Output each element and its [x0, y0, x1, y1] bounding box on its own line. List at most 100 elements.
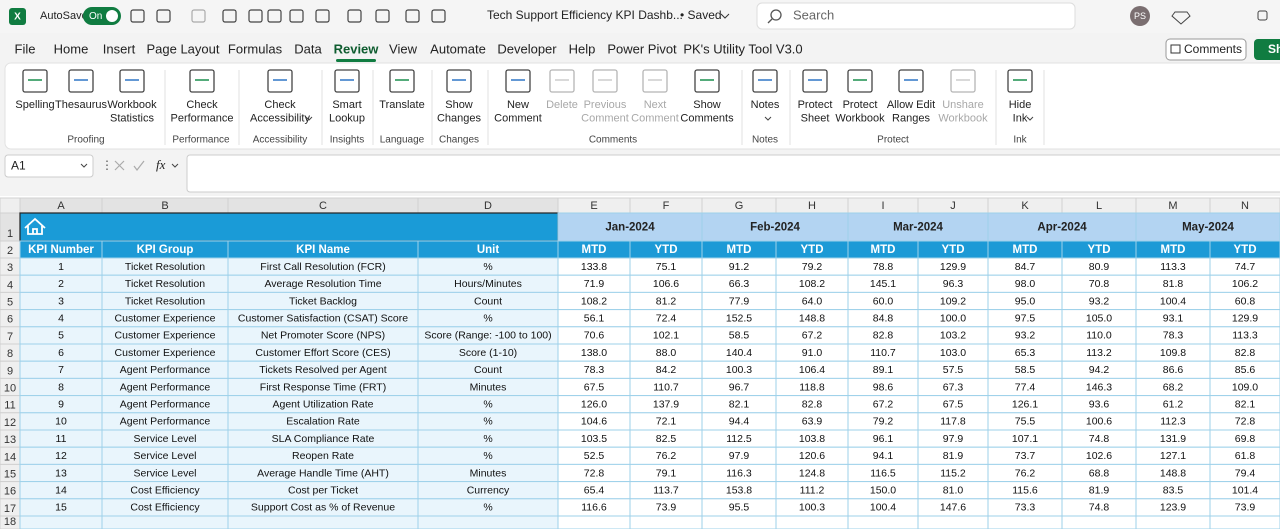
formula-input[interactable]	[186, 154, 1280, 193]
column-letter[interactable]: I	[881, 200, 884, 212]
menu-tab[interactable]: Help	[569, 41, 596, 56]
row-number[interactable]: 15	[4, 469, 16, 481]
toolbar-icon[interactable]	[315, 9, 330, 23]
avatar[interactable]	[1130, 6, 1150, 26]
ribbon-button-label[interactable]: Sheet	[801, 112, 830, 124]
ribbon-icon[interactable]	[389, 69, 415, 93]
menu-tab[interactable]: Formulas	[228, 41, 283, 56]
toolbar-icon[interactable]	[405, 9, 420, 23]
ribbon-button-label[interactable]: Notes	[751, 99, 780, 111]
column-letter[interactable]: L	[1096, 200, 1102, 212]
row-number[interactable]: 4	[7, 279, 13, 291]
month-header[interactable]	[847, 212, 989, 242]
row-number[interactable]: 12	[4, 417, 16, 429]
ribbon-button-label[interactable]: Check	[186, 99, 218, 111]
title-banner[interactable]	[19, 212, 559, 242]
ribbon-button-label[interactable]: Allow Edit	[887, 99, 935, 111]
menu-tab[interactable]: Page Layout	[146, 41, 219, 56]
month-header[interactable]	[557, 212, 703, 242]
toolbar-icon[interactable]	[222, 9, 237, 23]
row-number[interactable]: 8	[7, 348, 13, 360]
ribbon-button-label[interactable]: Translate	[379, 99, 424, 111]
row-number[interactable]: 14	[4, 451, 16, 463]
cell[interactable]	[987, 515, 1063, 529]
cell[interactable]	[417, 515, 559, 529]
ribbon-icon[interactable]	[68, 69, 94, 93]
ribbon-button-label[interactable]: Protect	[843, 99, 878, 111]
ribbon-icon[interactable]	[847, 69, 873, 93]
menu-tab[interactable]: File	[15, 41, 36, 56]
ribbon-button-label[interactable]: Smart	[332, 99, 361, 111]
toolbar-icon[interactable]	[267, 9, 282, 23]
toolbar-icon[interactable]	[156, 9, 171, 23]
toolbar-icon[interactable]	[289, 9, 304, 23]
ribbon-icon[interactable]	[802, 69, 828, 93]
cell[interactable]	[1135, 515, 1211, 529]
ribbon-button-label[interactable]: Show	[693, 99, 721, 111]
ribbon-icon[interactable]	[189, 69, 215, 93]
row-number[interactable]: 10	[4, 383, 16, 395]
column-letter[interactable]: M	[1168, 200, 1177, 212]
toolbar-icon[interactable]	[248, 9, 263, 23]
column-letter[interactable]: F	[663, 200, 670, 212]
column-letter[interactable]: A	[57, 200, 65, 212]
column-letter[interactable]: D	[484, 200, 492, 212]
insert-function[interactable]: fx	[156, 157, 166, 172]
ribbon-button-label[interactable]: Performance	[171, 112, 234, 124]
row-number[interactable]: 9	[7, 365, 13, 377]
ribbon-button-label[interactable]: Show	[445, 99, 473, 111]
column-letter[interactable]: C	[319, 200, 327, 212]
cell[interactable]	[917, 515, 989, 529]
menu-tab[interactable]: Home	[54, 41, 89, 56]
ribbon-button-label[interactable]: Protect	[798, 99, 833, 111]
month-header[interactable]	[987, 212, 1137, 242]
ribbon-button-label[interactable]: Lookup	[329, 112, 365, 124]
row-number[interactable]: 16	[4, 486, 16, 498]
cell[interactable]	[1209, 515, 1280, 529]
ribbon-icon[interactable]	[898, 69, 924, 93]
toolbar-icon[interactable]	[375, 9, 390, 23]
ribbon-icon[interactable]	[752, 69, 778, 93]
row-number[interactable]: 5	[7, 297, 13, 309]
column-letter[interactable]: N	[1241, 200, 1249, 212]
column-letter[interactable]: K	[1021, 200, 1029, 212]
row-number[interactable]: 7	[7, 331, 13, 343]
toolbar-icon[interactable]	[191, 9, 206, 23]
menu-tab[interactable]: Insert	[103, 41, 136, 56]
row-number[interactable]: 1	[7, 228, 13, 240]
row-number[interactable]: 2	[7, 245, 13, 257]
ribbon-icon[interactable]	[267, 69, 293, 93]
name-box[interactable]	[4, 154, 94, 178]
row-number[interactable]: 13	[4, 434, 16, 446]
row-number[interactable]: 17	[4, 503, 16, 515]
comments-button[interactable]	[1165, 38, 1247, 61]
cell[interactable]	[19, 515, 103, 529]
ribbon-button-label[interactable]: Thesaurus	[55, 99, 107, 111]
ribbon-icon[interactable]	[1007, 69, 1033, 93]
ribbon-icon[interactable]	[22, 69, 48, 93]
cell[interactable]	[775, 515, 849, 529]
ribbon-button-label[interactable]: Check	[264, 99, 296, 111]
row-number[interactable]: 3	[7, 262, 13, 274]
ribbon-button-label[interactable]: Workbook	[107, 99, 157, 111]
ribbon-button-label[interactable]: Workbook	[835, 112, 885, 124]
menu-tab[interactable]: PK's Utility Tool V3.0	[683, 41, 802, 56]
cell[interactable]	[101, 515, 229, 529]
menu-tab[interactable]: Review	[334, 41, 380, 56]
row-number[interactable]: 11	[4, 400, 15, 412]
toolbar-icon[interactable]	[431, 9, 446, 23]
ribbon-button-label[interactable]: Comment	[494, 112, 542, 124]
column-letter[interactable]: G	[735, 200, 744, 212]
ribbon-button-label[interactable]: Changes	[437, 112, 482, 124]
month-header[interactable]	[1135, 212, 1280, 242]
ribbon-icon[interactable]	[334, 69, 360, 93]
column-letter[interactable]: J	[950, 200, 956, 212]
ribbon-button-label[interactable]: Comments	[680, 112, 734, 124]
column-letter[interactable]: H	[808, 200, 816, 212]
row-number[interactable]: 18	[4, 516, 16, 528]
month-header[interactable]	[701, 212, 849, 242]
toolbar-icon[interactable]	[130, 9, 145, 23]
ribbon-button-label[interactable]: Spelling	[15, 99, 54, 111]
menu-tab[interactable]: View	[389, 41, 418, 56]
cell[interactable]	[557, 515, 631, 529]
